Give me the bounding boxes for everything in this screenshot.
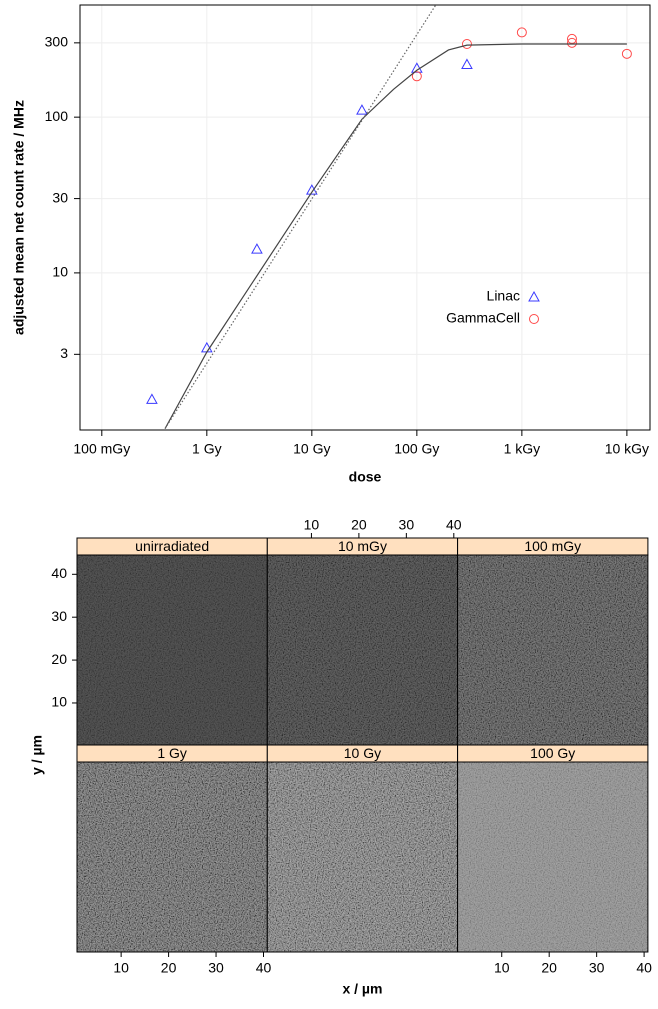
y-tick-label: 20 [51, 651, 67, 667]
marker [566, 37, 577, 48]
x-axis-label: x / µm [342, 981, 382, 997]
x-tick-label: 40 [446, 517, 462, 533]
panel-texture [457, 555, 648, 745]
panel-texture [267, 762, 458, 952]
x-tick-label: 20 [541, 960, 557, 976]
marker [461, 58, 473, 69]
x-tick-label: 30 [399, 517, 415, 533]
plot-frame [79, 4, 651, 431]
strip-label: 10 mGy [338, 538, 387, 554]
x-tick-label: 10 Gy [293, 441, 330, 457]
panel-texture [77, 762, 268, 952]
x-axis-label: dose [349, 469, 382, 485]
panel-texture [267, 555, 458, 745]
x-tick-label: 10 [494, 960, 510, 976]
marker [516, 27, 527, 38]
y-tick-label: 10 [52, 264, 68, 280]
x-tick-label: 1 kGy [504, 441, 541, 457]
fit-line [164, 43, 627, 429]
legend-marker [529, 314, 539, 324]
marker [356, 104, 368, 115]
marker [305, 184, 318, 195]
marker [621, 48, 632, 59]
x-tick-label: 40 [636, 960, 652, 976]
strip-label: 10 Gy [344, 745, 381, 761]
legend-label: Linac [487, 288, 520, 304]
marker [461, 38, 472, 49]
x-tick-label: 20 [161, 960, 177, 976]
y-tick-label: 300 [45, 34, 69, 50]
marker [251, 243, 263, 254]
strip-label: unirradiated [135, 538, 209, 554]
y-tick-label: 30 [52, 189, 68, 205]
x-tick-label: 10 [304, 517, 320, 533]
x-tick-label: 20 [351, 517, 367, 533]
y-tick-label: 3 [60, 345, 68, 361]
x-tick-label: 10 kGy [605, 441, 649, 457]
y-axis-label: y / µm [29, 735, 45, 775]
x-tick-label: 40 [256, 960, 272, 976]
x-tick-label: 1 Gy [192, 441, 222, 457]
marker [146, 393, 158, 404]
marker [566, 33, 577, 44]
x-tick-label: 30 [589, 960, 605, 976]
x-tick-label: 10 [113, 960, 129, 976]
legend-marker [528, 290, 540, 302]
y-tick-label: 100 [45, 108, 69, 124]
y-tick-label: 10 [51, 694, 67, 710]
strip-label: 100 mGy [524, 538, 581, 554]
x-tick-label: 30 [208, 960, 224, 976]
legend-label: GammaCell [446, 310, 520, 326]
x-tick-label: 100 Gy [394, 441, 439, 457]
strip-label: 100 Gy [530, 745, 575, 761]
panel-texture [77, 555, 268, 745]
panel-texture [457, 762, 648, 952]
y-tick-label: 40 [51, 565, 67, 581]
panel-frame [457, 761, 649, 953]
fit-line [164, 5, 436, 429]
marker [411, 71, 422, 82]
y-axis-label: adjusted mean net count rate / MHz [11, 100, 27, 335]
y-tick-label: 30 [51, 608, 67, 624]
strip-label: 1 Gy [157, 745, 187, 761]
x-tick-label: 100 mGy [73, 441, 130, 457]
